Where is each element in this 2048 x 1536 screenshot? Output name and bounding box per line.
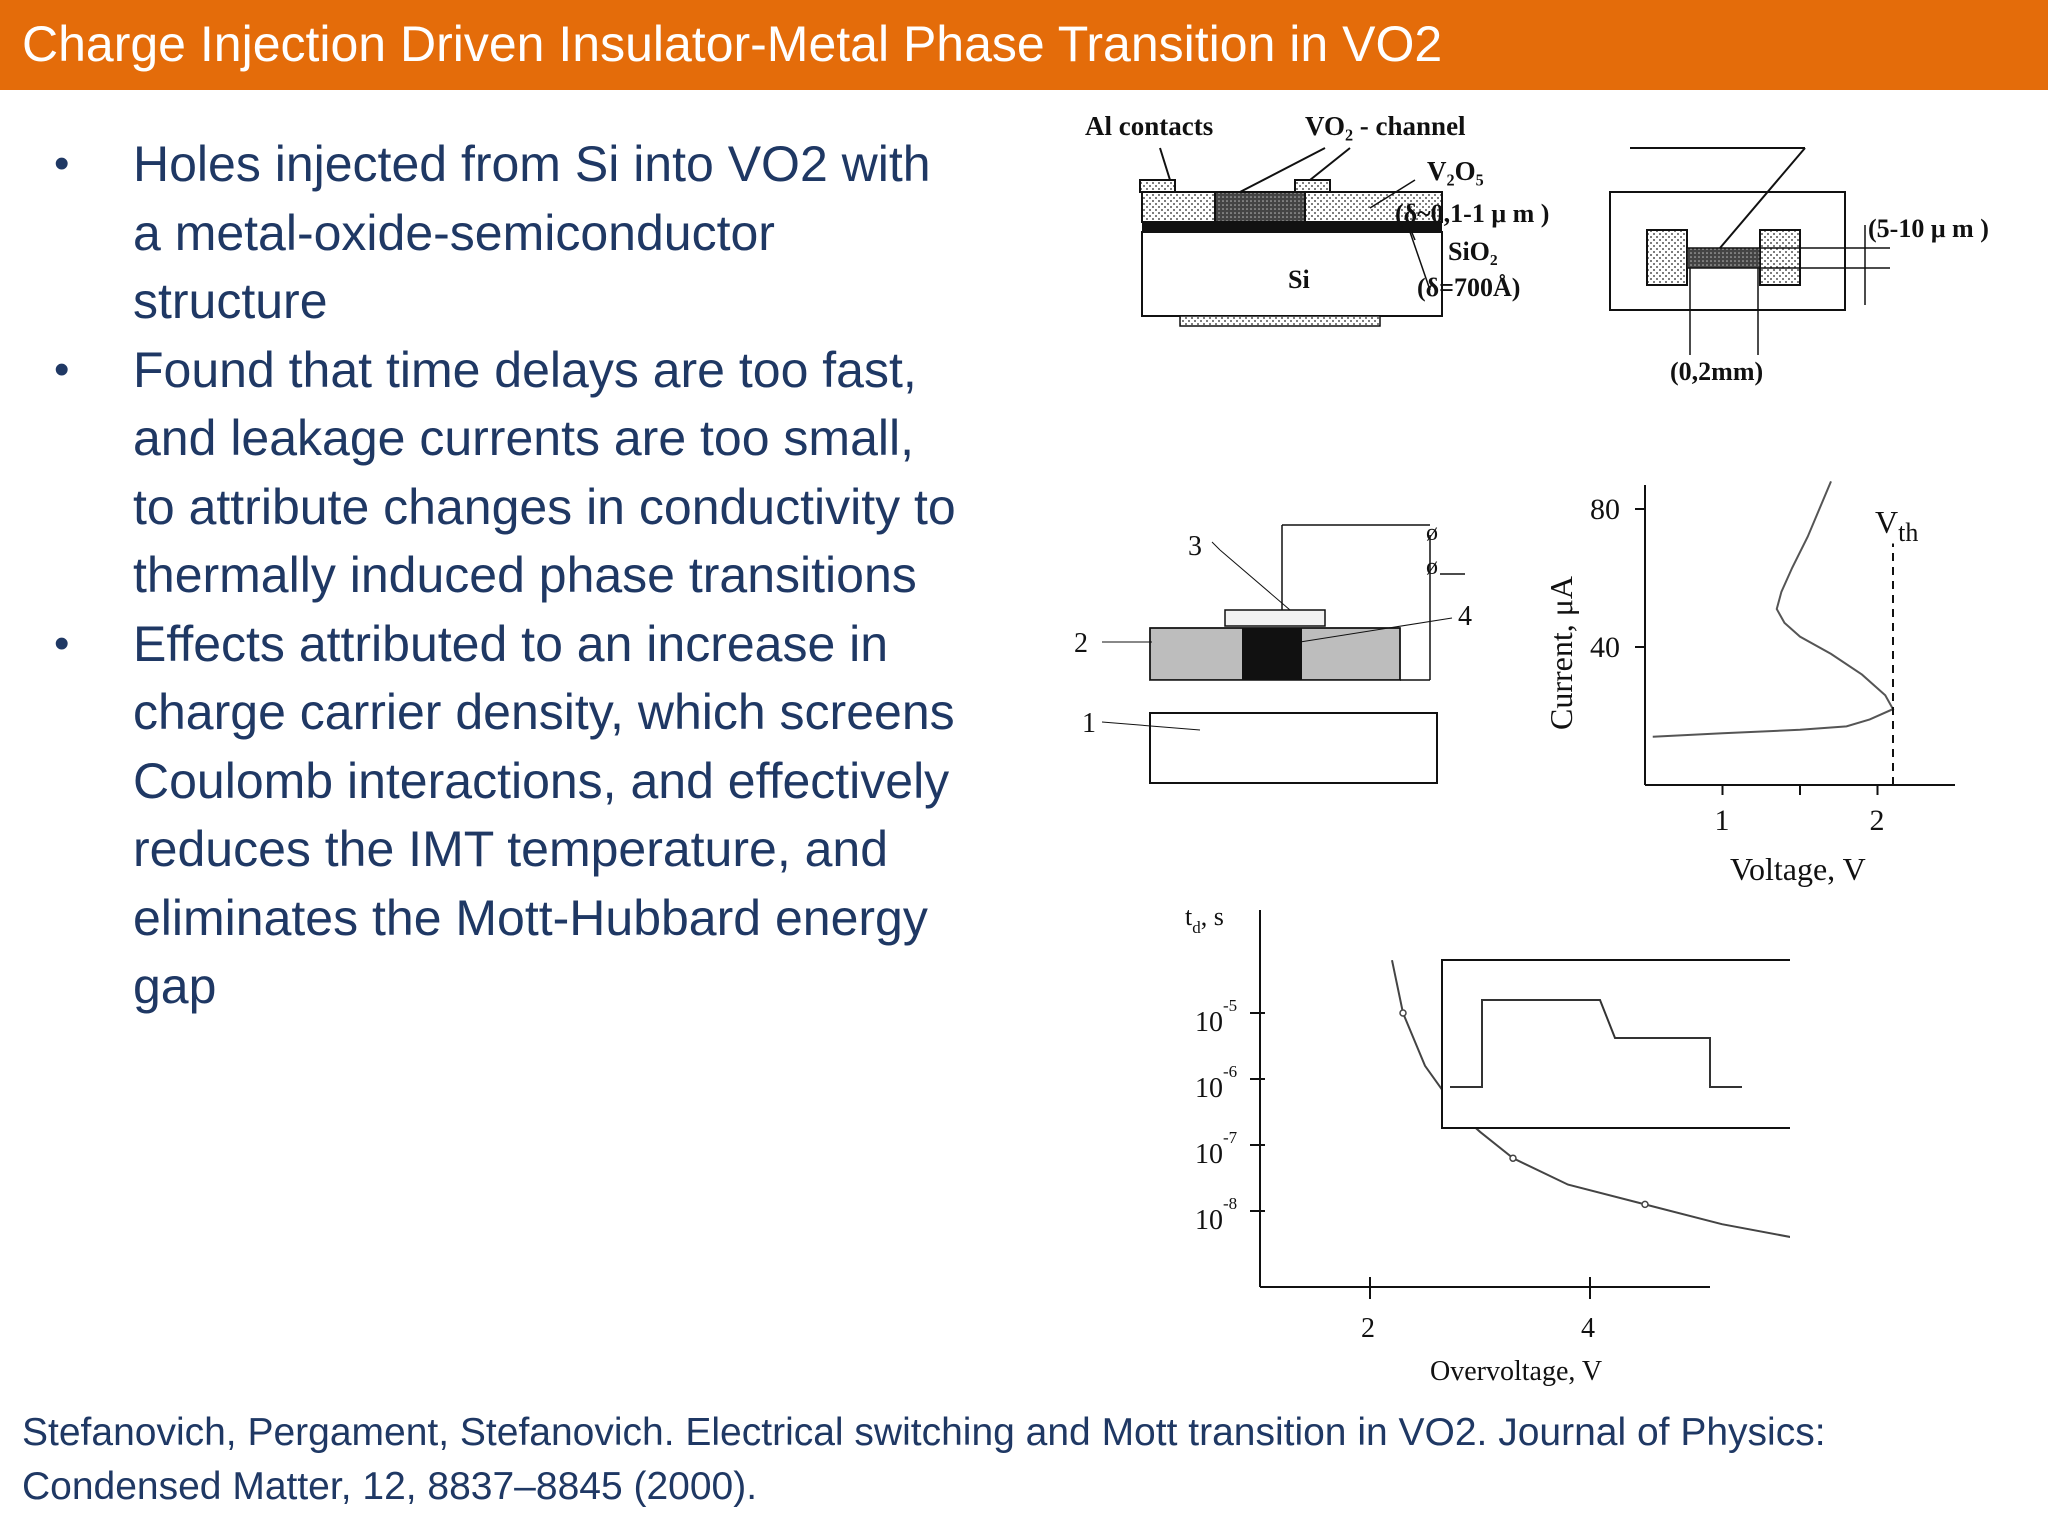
iv-chart: 1 2 40 80 Voltage, V Current, μA Vth (1543, 481, 1955, 887)
x-tick-label: 4 (1581, 1313, 1595, 1344)
y-axis-label: td, s (1185, 902, 1224, 937)
label-si: Si (1288, 265, 1310, 294)
y-tick-label: 10-5 (1195, 996, 1237, 1038)
bullet-text: Effects attributed to an increase in cha… (133, 615, 955, 1015)
cross-section: Si V₂O₅ (δ~0,1-1 μ m ) SiO₂ (δ=700Å) (1139, 147, 1549, 327)
label-vo2-channel: VO₂ - channel (1305, 111, 1466, 141)
label-sio2-thickness: (δ=700Å) (1417, 273, 1520, 302)
bullet-dot-icon: • (54, 139, 70, 188)
data-point (1641, 1200, 1649, 1209)
x-tick-label: 1 (1715, 804, 1730, 837)
bullet-text: Found that time delays are too fast, and… (133, 341, 956, 604)
label-width: (5-10 μ m ) (1868, 214, 1989, 243)
x-tick-label: 2 (1870, 804, 1885, 837)
bullet-dot-icon: • (54, 344, 70, 394)
vth-label: Vth (1875, 504, 1918, 547)
x-axis-label: Overvoltage, V (1430, 1356, 1602, 1387)
device-structure-diagram: Al contacts VO₂ - channel Si V₂O₅ (δ~0,1… (1085, 111, 1989, 386)
x-tick-label: 2 (1361, 1313, 1375, 1344)
bullet-list: • Holes injected from Si into VO2 with a … (48, 130, 968, 1021)
schematic-label-2: 2 (1074, 628, 1088, 659)
svg-text:ø: ø (1426, 520, 1438, 546)
y-tick-label: 10-6 (1195, 1062, 1237, 1104)
bullet-text: Holes injected from Si into VO2 with a m… (133, 136, 931, 329)
bullet-item: • Effects attributed to an increase in ch… (48, 610, 968, 1021)
numbered-schematic: ø ø 1 2 3 4 (1074, 520, 1472, 784)
title-bar: Charge Injection Driven Insulator-Metal … (0, 0, 2048, 90)
citation: Stefanovich, Pergament, Stefanovich. Ele… (22, 1411, 1826, 1508)
label-v2o5-thickness: (δ~0,1-1 μ m ) (1395, 199, 1549, 228)
inset-pulse-waveform (1441, 959, 1790, 1129)
y-tick-label: 10-8 (1195, 1194, 1237, 1236)
top-view: (5-10 μ m ) (0,2mm) (1609, 147, 1989, 386)
schematic-label-1: 1 (1082, 708, 1096, 739)
delay-curve (1391, 959, 1790, 1238)
label-v2o5: V₂O₅ (1427, 156, 1484, 186)
x-axis-label: Voltage, V (1730, 851, 1866, 887)
bullet-item: • Found that time delays are too fast, an… (48, 336, 968, 610)
label-sio2: SiO₂ (1448, 237, 1498, 266)
label-length: (0,2mm) (1670, 357, 1763, 386)
y-tick-label: 10-7 (1195, 1128, 1238, 1170)
slide-title: Charge Injection Driven Insulator-Metal … (22, 16, 1443, 72)
svg-text:ø: ø (1426, 554, 1438, 580)
iv-curve (1652, 481, 1895, 738)
schematic-label-3: 3 (1188, 531, 1202, 562)
bullet-dot-icon: • (54, 618, 70, 668)
y-axis-label: Current, μA (1543, 576, 1579, 730)
label-al-contacts: Al contacts (1085, 111, 1213, 141)
y-tick-label: 80 (1590, 493, 1620, 526)
bullet-item: • Holes injected from Si into VO2 with a … (48, 130, 968, 336)
y-tick-label: 40 (1590, 631, 1620, 664)
schematic-label-4: 4 (1458, 601, 1472, 632)
data-point (1399, 1009, 1407, 1017)
data-point (1509, 1154, 1517, 1162)
